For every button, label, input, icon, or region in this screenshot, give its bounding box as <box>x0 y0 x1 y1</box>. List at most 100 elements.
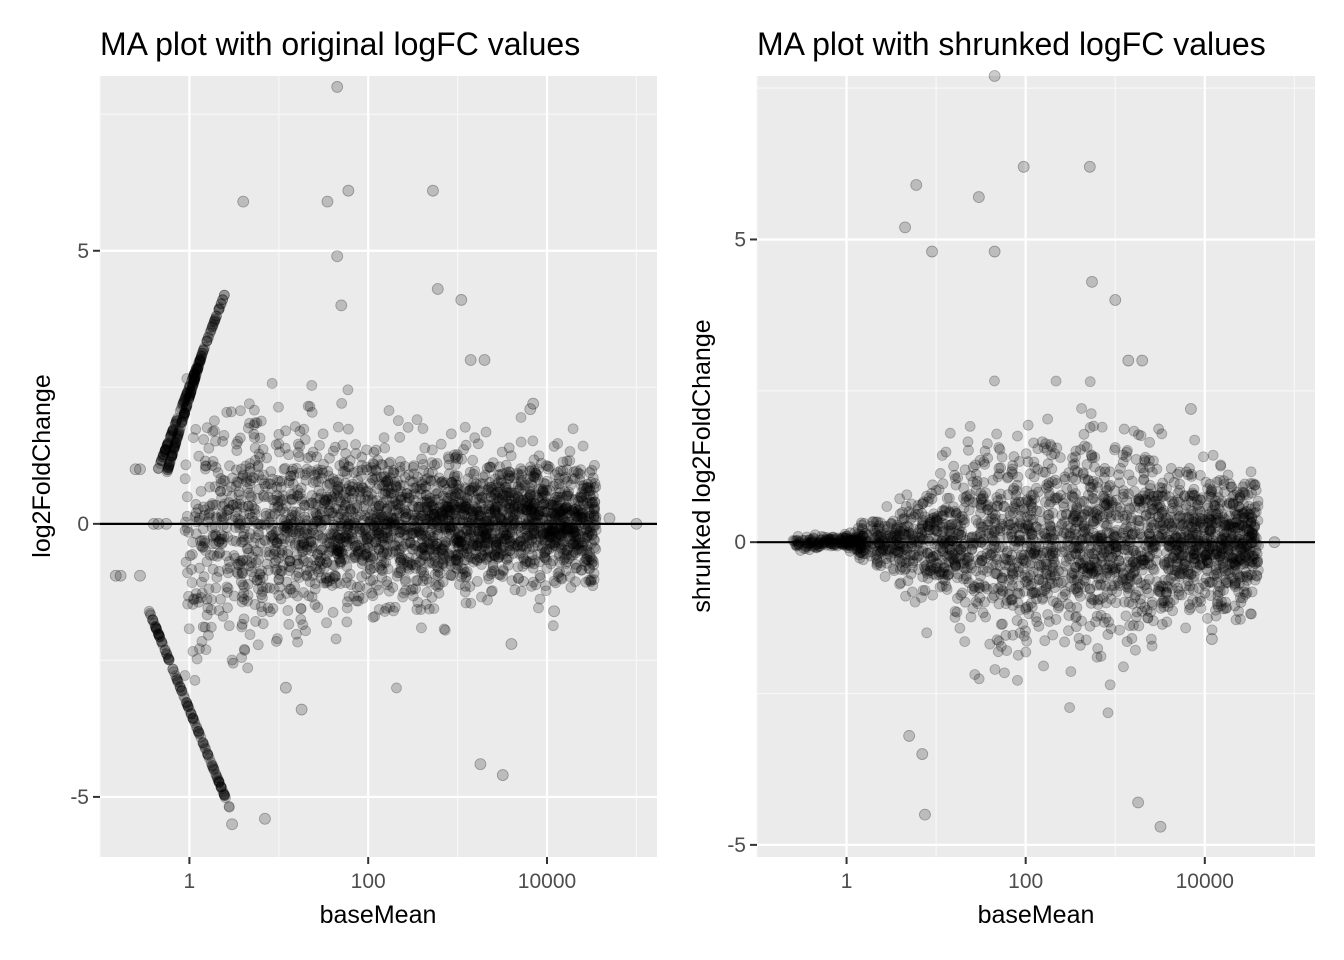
cloud-point <box>429 504 440 515</box>
data-point <box>331 81 344 93</box>
cloud-point <box>297 553 309 565</box>
cloud-point <box>583 530 594 541</box>
cloud-point <box>317 532 329 544</box>
cloud-point <box>389 601 401 613</box>
cloud-point <box>301 467 313 479</box>
cloud-point <box>489 498 501 510</box>
cloud-point <box>270 564 281 576</box>
cloud-point <box>376 555 387 567</box>
cloud-point <box>552 507 563 519</box>
cloud-point <box>1065 666 1077 678</box>
cloud-point <box>213 303 225 315</box>
cloud-point <box>326 494 338 505</box>
cloud-point <box>411 414 423 426</box>
cloud-point <box>274 581 286 593</box>
cloud-point <box>317 428 329 440</box>
cloud-point <box>437 553 449 565</box>
cloud-point <box>533 509 545 521</box>
cloud-point <box>191 593 203 604</box>
cloud-point <box>492 487 504 498</box>
x-axis-label: baseMean <box>320 901 437 929</box>
cloud-point <box>244 458 256 469</box>
cloud-point <box>575 545 587 557</box>
cloud-point <box>454 579 465 590</box>
cloud-point <box>525 461 536 473</box>
cloud-point <box>561 455 573 467</box>
cloud-point <box>447 479 459 491</box>
cloud-point <box>375 471 387 483</box>
data-point <box>335 299 348 312</box>
cloud-point <box>362 490 374 502</box>
cloud-point <box>1012 430 1023 442</box>
cloud-point <box>387 492 398 504</box>
cloud-point <box>513 506 525 518</box>
cloud-point <box>425 475 437 487</box>
cloud-point <box>227 472 238 484</box>
cloud-point <box>498 565 509 577</box>
cloud-point <box>530 467 542 479</box>
cloud-point <box>476 591 487 603</box>
data-point <box>427 184 439 197</box>
cloud-point <box>476 526 488 538</box>
cloud-point <box>318 458 329 470</box>
cloud-point <box>492 533 504 545</box>
cloud-point <box>399 471 411 483</box>
cloud-point <box>488 549 500 561</box>
cloud-point <box>527 435 539 447</box>
cloud-point <box>565 549 577 561</box>
cloud-point <box>485 568 497 580</box>
cloud-point <box>575 564 587 576</box>
cloud-point <box>457 517 469 529</box>
cloud-point <box>537 534 549 546</box>
cloud-point <box>444 505 455 517</box>
cloud-point <box>460 439 472 451</box>
cloud-point <box>378 480 390 491</box>
cloud-point <box>894 493 906 505</box>
cloud-point <box>500 500 511 512</box>
cloud-point <box>553 537 564 549</box>
cloud-point <box>1189 434 1201 446</box>
cloud-point <box>1012 674 1023 686</box>
cloud-point <box>221 406 233 418</box>
cloud-point <box>582 482 594 493</box>
cloud-point <box>301 570 313 582</box>
cloud-point <box>1103 506 1115 518</box>
cloud-point <box>427 557 439 569</box>
cloud-point <box>1008 451 1020 462</box>
cloud-point <box>292 590 303 602</box>
cloud-point <box>573 507 585 519</box>
cloud-point <box>1043 480 1054 492</box>
cloud-point <box>1166 502 1178 514</box>
cloud-point <box>948 460 960 472</box>
cloud-point <box>479 537 491 549</box>
cloud-point <box>519 485 531 497</box>
cloud-point <box>545 537 556 549</box>
data-point <box>524 403 537 416</box>
cloud-point <box>235 405 246 417</box>
cloud-point <box>396 491 408 503</box>
cloud-point <box>485 505 497 517</box>
cloud-point <box>279 462 291 474</box>
cloud-point <box>248 404 260 416</box>
cloud-point <box>570 503 582 515</box>
cloud-point <box>391 498 403 510</box>
cloud-point <box>1109 580 1120 591</box>
cloud-point <box>296 495 308 507</box>
cloud-point <box>540 478 552 490</box>
cloud-point <box>556 505 568 517</box>
cloud-point <box>995 462 1007 474</box>
cloud-point <box>213 775 225 787</box>
cloud-point <box>540 585 552 597</box>
cloud-point <box>186 577 198 589</box>
cloud-point <box>588 567 600 579</box>
cloud-point <box>554 529 565 541</box>
cloud-point <box>537 485 549 497</box>
cloud-point <box>258 491 270 503</box>
cloud-point <box>1120 610 1132 622</box>
cloud-point <box>1124 582 1135 593</box>
cloud-point <box>307 537 319 548</box>
cloud-point <box>255 601 267 613</box>
cloud-point <box>181 510 193 522</box>
cloud-point <box>508 500 520 512</box>
cloud-point <box>541 484 553 496</box>
